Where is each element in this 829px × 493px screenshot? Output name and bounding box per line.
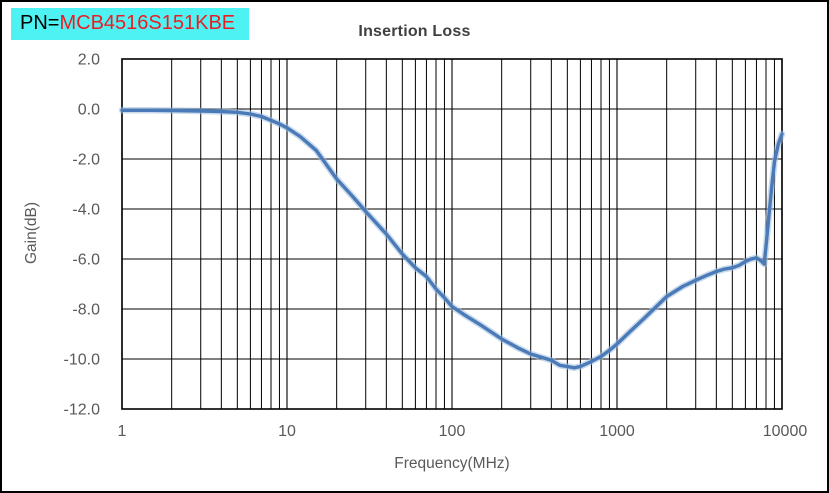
x-axis-title: Frequency(MHz) [394, 455, 510, 472]
x-tick-label: 1 [118, 423, 127, 440]
x-tick-label: 100 [439, 423, 466, 440]
part-number-value: MCB4516S151KBE [59, 12, 236, 34]
part-number-prefix: PN= [20, 12, 60, 34]
chart-title: Insertion Loss [358, 23, 471, 40]
x-tick-label: 1000 [599, 423, 635, 440]
y-tick-label: 2.0 [78, 52, 100, 69]
y-tick-label: -2.0 [72, 152, 100, 169]
x-tick-label: 10 [278, 423, 296, 440]
y-tick-label: -12.0 [64, 402, 101, 419]
y-axis-title: Gain(dB) [23, 201, 40, 265]
part-number-badge: PN=MCB4516S151KBE [11, 8, 250, 40]
plot-border [121, 58, 783, 410]
y-tick-label: -10.0 [64, 352, 101, 369]
y-tick-label: -6.0 [72, 252, 100, 269]
y-tick-label: -8.0 [72, 302, 100, 319]
insertion-loss-curve [120, 108, 784, 370]
x-tick-label: 10000 [763, 423, 808, 440]
y-tick-label: -4.0 [72, 202, 100, 219]
y-tick-label: 0.0 [78, 102, 100, 119]
